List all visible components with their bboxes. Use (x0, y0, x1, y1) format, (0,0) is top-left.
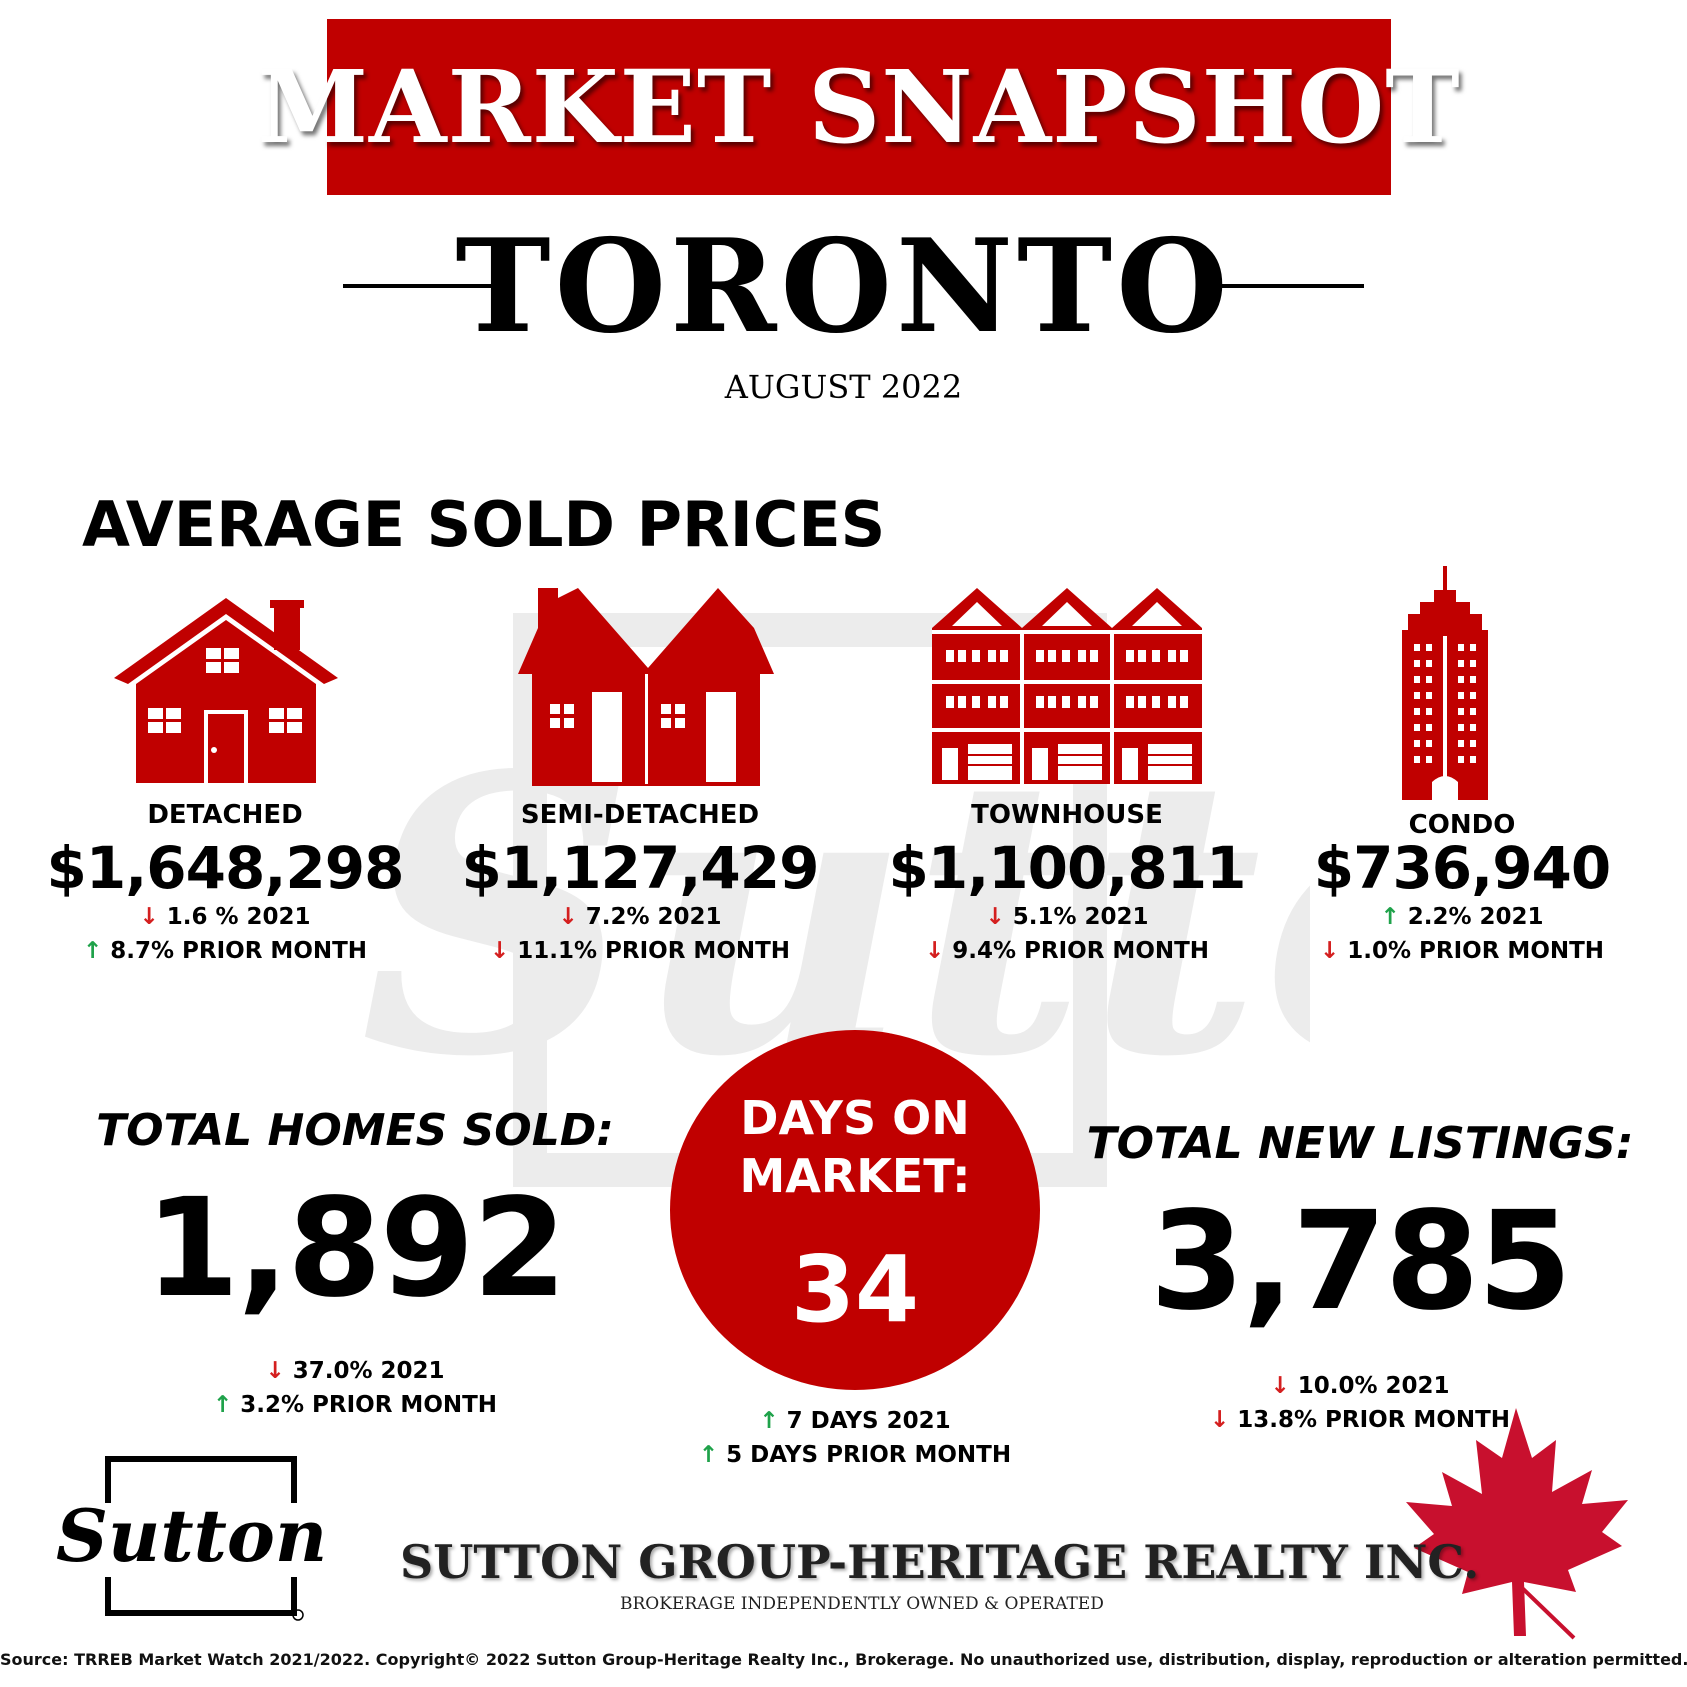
down-arrow-icon: ↓ (558, 904, 578, 930)
homes-sold-title: TOTAL HOMES SOLD: (96, 1105, 614, 1156)
up-arrow-icon: ↑ (759, 1408, 779, 1434)
new-listings-mom: ↓ 13.8% PRIOR MONTH (1209, 1407, 1511, 1433)
banner-title: MARKET SNAPSHOT (257, 48, 1461, 166)
days-on-market-title-line1: DAYS ON (740, 1091, 970, 1145)
down-arrow-icon: ↓ (924, 938, 945, 964)
property-type-label: DETACHED (147, 800, 303, 830)
up-arrow-icon: ↑ (212, 1392, 233, 1418)
new-listings-value: 3,785 (1149, 1183, 1572, 1341)
days-on-market-changes: ↑ 7 DAYS 2021 ↑ 5 DAYS PRIOR MONTH (640, 1408, 1070, 1468)
report-date: AUGUST 2022 (724, 368, 963, 406)
new-listings-yoy: ↓ 10.0% 2021 (1270, 1373, 1450, 1399)
up-arrow-icon: ↑ (698, 1442, 719, 1468)
title-rule-left (343, 284, 499, 288)
homes-sold-panel: TOTAL HOMES SOLD: 1,892 ↓ 37.0% 2021 ↑ 3… (60, 1105, 650, 1418)
city-title: TORONTO (455, 212, 1232, 362)
price-card-semi-detached: SEMI-DETACHED $1,127,429 ↓ 7.2% 2021 ↓ 1… (435, 800, 845, 964)
average-price-value: $1,127,429 (461, 834, 820, 902)
yoy-change: ↓ 7.2% 2021 (558, 904, 722, 930)
down-arrow-icon: ↓ (985, 904, 1005, 930)
new-listings-title: TOTAL NEW LISTINGS: (1086, 1118, 1634, 1169)
average-price-value: $1,648,298 (46, 834, 405, 902)
down-arrow-icon: ↓ (489, 938, 510, 964)
company-name: SUTTON GROUP-HERITAGE REALTY INC. (400, 1535, 1480, 1589)
sutton-logo: Sutton (54, 1456, 338, 1621)
company-tagline: BROKERAGE INDEPENDENTLY OWNED & OPERATED (620, 1594, 1104, 1614)
mom-change: ↑ 8.7% PRIOR MONTH (82, 938, 368, 964)
up-arrow-icon: ↑ (1380, 904, 1400, 930)
price-card-condo: CONDO $736,940 ↑ 2.2% 2021 ↓ 1.0% PRIOR … (1282, 810, 1642, 964)
semi-detached-house-icon (518, 588, 774, 786)
days-on-market-mom: ↑ 5 DAYS PRIOR MONTH (698, 1442, 1012, 1468)
townhouse-icon (932, 588, 1202, 784)
homes-sold-mom: ↑ 3.2% PRIOR MONTH (212, 1392, 498, 1418)
average-price-value: $1,100,811 (888, 834, 1247, 902)
mom-change: ↓ 11.1% PRIOR MONTH (489, 938, 791, 964)
down-arrow-icon: ↓ (1209, 1407, 1230, 1433)
up-arrow-icon: ↑ (82, 938, 103, 964)
source-note: Source: TRREB Market Watch 2021/2022. Co… (0, 1650, 1687, 1669)
property-type-label: SEMI-DETACHED (520, 800, 760, 830)
days-on-market-value: 34 (790, 1236, 920, 1343)
yoy-change: ↓ 5.1% 2021 (985, 904, 1149, 930)
sutton-logo-text: Sutton (56, 1493, 327, 1578)
mom-change: ↓ 1.0% PRIOR MONTH (1319, 938, 1605, 964)
price-card-detached: DETACHED $1,648,298 ↓ 1.6 % 2021 ↑ 8.7% … (20, 800, 430, 964)
maple-leaf-icon (1406, 1408, 1628, 1640)
property-type-label: CONDO (1408, 810, 1516, 840)
condo-building-icon (1402, 566, 1488, 800)
detached-house-icon (114, 598, 338, 783)
section-title-average-prices: AVERAGE SOLD PRICES (82, 488, 886, 561)
property-type-label: TOWNHOUSE (971, 800, 1163, 830)
average-price-value: $736,940 (1313, 834, 1612, 902)
down-arrow-icon: ↓ (139, 904, 159, 930)
title-rule-right (1206, 284, 1364, 288)
down-arrow-icon: ↓ (1270, 1373, 1290, 1399)
new-listings-panel: TOTAL NEW LISTINGS: 3,785 ↓ 10.0% 2021 ↓… (1080, 1118, 1640, 1433)
homes-sold-yoy: ↓ 37.0% 2021 (265, 1358, 445, 1384)
yoy-change: ↓ 1.6 % 2021 (139, 904, 311, 930)
mom-change: ↓ 9.4% PRIOR MONTH (924, 938, 1210, 964)
down-arrow-icon: ↓ (1319, 938, 1340, 964)
days-on-market-title-line2: MARKET: (739, 1149, 971, 1203)
homes-sold-value: 1,892 (144, 1170, 567, 1328)
days-on-market-yoy: ↑ 7 DAYS 2021 (759, 1408, 951, 1434)
price-card-townhouse: TOWNHOUSE $1,100,811 ↓ 5.1% 2021 ↓ 9.4% … (862, 800, 1272, 964)
header-banner: MARKET SNAPSHOT (257, 19, 1460, 195)
down-arrow-icon: ↓ (265, 1358, 285, 1384)
yoy-change: ↑ 2.2% 2021 (1380, 904, 1544, 930)
days-on-market-badge: DAYS ON MARKET: 34 (670, 1030, 1040, 1390)
